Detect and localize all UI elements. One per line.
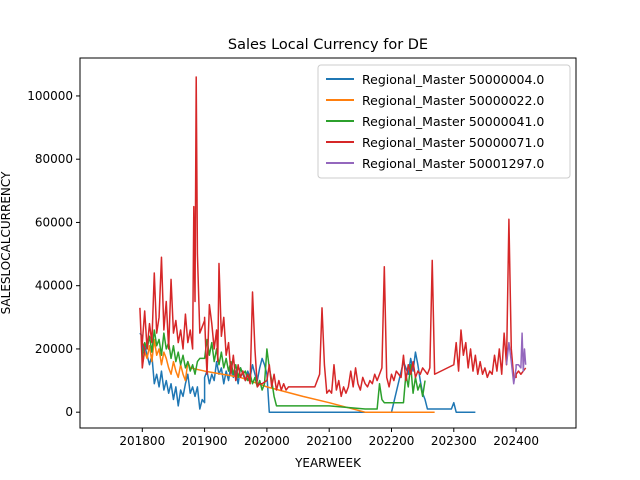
y-tick-label-4: 80000 (35, 152, 73, 166)
legend-label-3: Regional_Master 50000071.0 (362, 135, 544, 150)
x-tick-label-4: 202200 (369, 434, 415, 448)
chart-title: Sales Local Currency for DE (228, 37, 428, 53)
y-axis-label: SALESLOCALCURRENCY (0, 171, 13, 314)
y-tick-label-3: 60000 (35, 215, 73, 229)
x-tick-label-1: 201900 (182, 434, 228, 448)
y-tick-label-1: 20000 (35, 342, 73, 356)
legend: Regional_Master 50000004.0 Regional_Maste… (317, 64, 571, 179)
plot-area (139, 76, 527, 413)
y-tick-label-2: 40000 (35, 279, 73, 293)
x-tick-label-3: 202100 (306, 434, 352, 448)
y-tick-label-0: 0 (65, 405, 73, 419)
axes-frame (79, 57, 577, 429)
legend-label-2: Regional_Master 50000041.0 (362, 114, 544, 129)
y-tick-label-5: 100000 (27, 89, 73, 103)
legend-label-0: Regional_Master 50000004.0 (362, 72, 544, 87)
y-axis: 0 20000 40000 60000 80000 100000 (27, 89, 80, 419)
x-axis-label: YEARWEEK (294, 456, 362, 470)
x-tick-label-2: 202000 (244, 434, 290, 448)
x-tick-label-6: 202400 (493, 434, 539, 448)
legend-box (317, 64, 571, 179)
series-line-3 (139, 76, 527, 398)
x-axis: 201800 201900 202000 202100 202200 202300 2024… (119, 428, 539, 448)
x-tick-label-5: 202300 (431, 434, 477, 448)
legend-label-1: Regional_Master 50000022.0 (362, 93, 544, 108)
series-line-4 (505, 332, 527, 385)
x-tick-label-0: 201800 (119, 434, 165, 448)
legend-label-4: Regional_Master 50001297.0 (362, 156, 544, 171)
